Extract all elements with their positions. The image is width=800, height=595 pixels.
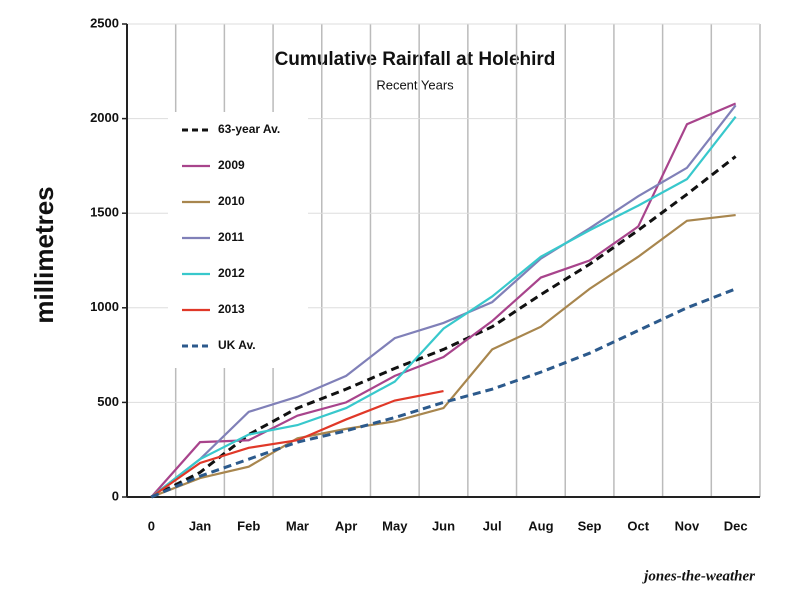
series-line (150, 389, 444, 498)
y-tick-label: 500 (97, 394, 119, 409)
y-tick-label: 0 (112, 488, 119, 503)
series-line (150, 155, 737, 499)
legend-label: 63-year Av. (218, 122, 280, 136)
x-tick-label: Dec (724, 518, 748, 533)
y-axis-label: millimetres (29, 186, 59, 323)
x-tick-label: Jun (432, 518, 455, 533)
legend-label: 2012 (218, 266, 245, 280)
x-tick-label: Mar (286, 518, 309, 533)
x-tick-label: 0 (148, 518, 155, 533)
series-line (150, 104, 737, 498)
y-tick-label: 1500 (90, 205, 119, 220)
x-tick-label: Feb (237, 518, 260, 533)
legend-label: 2010 (218, 194, 245, 208)
legend-label: UK Av. (218, 338, 256, 352)
series-line (150, 102, 737, 498)
credit: jones-the-weather (642, 568, 755, 584)
series-line (150, 213, 736, 499)
chart-title: Cumulative Rainfall at Holehird (275, 49, 556, 70)
legend-label: 2011 (218, 230, 244, 244)
x-tick-label: Jan (189, 518, 211, 533)
series-line (150, 116, 737, 498)
x-tick-label: Nov (675, 518, 700, 533)
x-tick-label: Aug (528, 518, 553, 533)
y-tick-label: 2000 (90, 110, 119, 125)
x-tick-label: Jul (483, 518, 502, 533)
x-tick-label: Apr (335, 518, 357, 533)
series-line (150, 287, 737, 499)
legend-label: 2013 (218, 302, 245, 316)
chart-subtitle: Recent Years (376, 77, 454, 92)
legend-label: 2009 (218, 158, 245, 172)
legend-background (168, 112, 308, 368)
y-tick-label: 2500 (90, 15, 119, 30)
x-tick-label: Sep (578, 518, 602, 533)
x-tick-label: May (382, 518, 408, 533)
y-tick-label: 1000 (90, 299, 119, 314)
x-tick-label: Oct (627, 518, 649, 533)
